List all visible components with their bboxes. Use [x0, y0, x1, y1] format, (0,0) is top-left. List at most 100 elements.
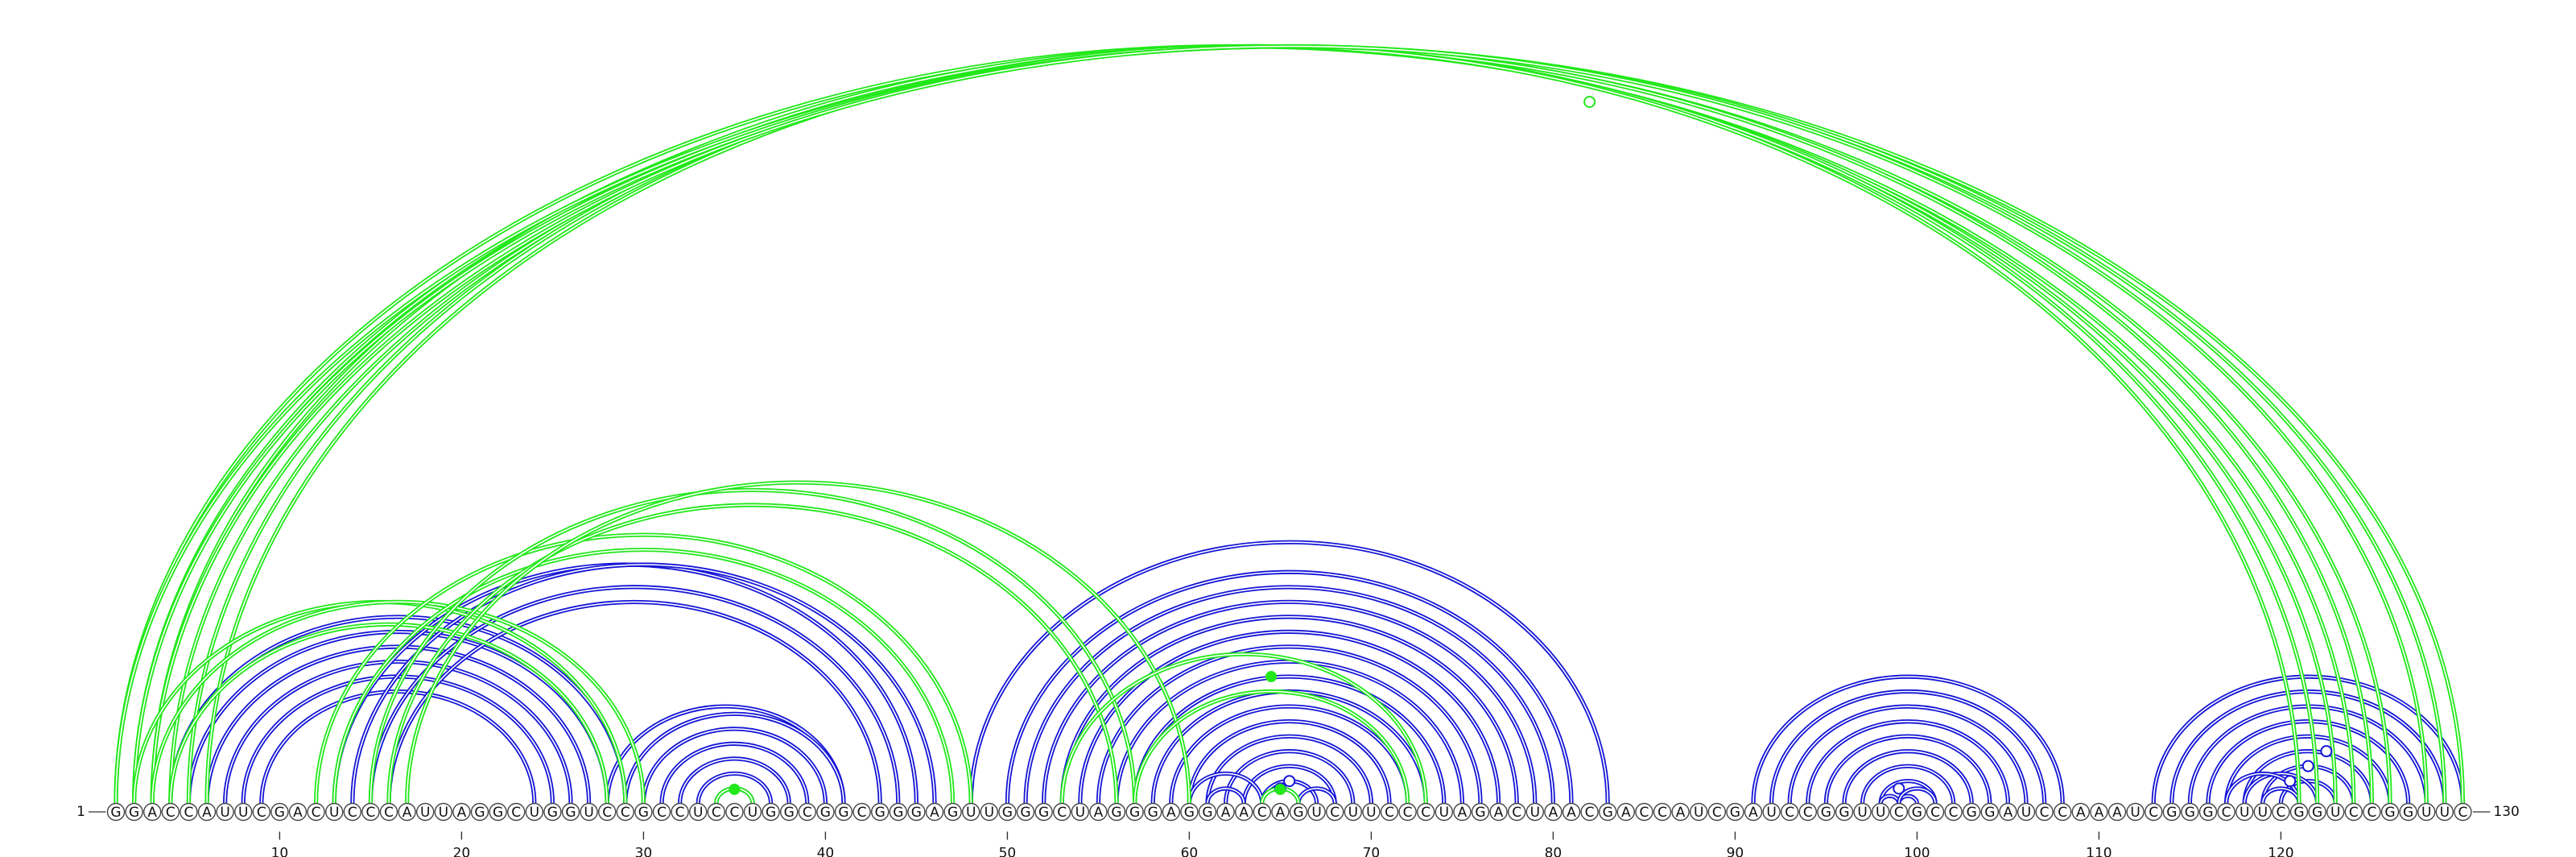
open-marker-4 [2301, 760, 2314, 772]
svg-text:C: C [2149, 805, 2158, 821]
svg-text:G: G [875, 805, 886, 821]
blue-arc-118-122 [2242, 771, 2320, 804]
nucleotide-120: C [2272, 802, 2290, 822]
blue-arc-98-99 [1878, 793, 1901, 804]
nucleotide-102: C [1944, 802, 1963, 822]
svg-text:C: C [1803, 805, 1813, 821]
blue-arc-94-105 [1806, 719, 2010, 804]
nucleotide-113: C [2144, 802, 2163, 822]
nucleotide-28: C [598, 802, 617, 822]
nucleotide-87: A [1671, 802, 1690, 822]
svg-text:C: C [1257, 805, 1267, 821]
svg-text:A: A [1221, 805, 1231, 821]
svg-text:G: G [1129, 805, 1140, 821]
svg-text:C: C [2349, 805, 2359, 821]
svg-text:A: A [2112, 805, 2122, 821]
svg-text:U: U [2258, 805, 2268, 821]
nucleotide-40: G [816, 802, 835, 822]
svg-text:G: G [2312, 805, 2322, 821]
svg-text:C: C [712, 805, 721, 821]
nucleotide-29: C [616, 802, 634, 822]
blue-arc-113-130 [2151, 674, 2465, 804]
svg-text:A: A [1166, 805, 1176, 821]
blue-arc-61-63 [1205, 786, 1246, 804]
svg-text:U: U [2330, 805, 2340, 821]
nucleotide-62: A [1216, 802, 1235, 822]
svg-text:G: G [474, 805, 485, 821]
svg-text:120: 120 [2268, 846, 2293, 857]
pseudoknot-markers [729, 95, 2333, 795]
green-arc-12-48 [314, 532, 973, 804]
blue-arc-97-102 [1860, 764, 1956, 804]
nucleotide-101: C [1926, 802, 1945, 822]
nucleotide-71: C [1380, 802, 1399, 822]
svg-text:U: U [1075, 805, 1085, 821]
nucleotide-119: U [2253, 802, 2273, 822]
svg-text:C: C [184, 805, 193, 821]
nucleotide-56: G [1107, 802, 1126, 822]
svg-text:C: C [1930, 805, 1940, 821]
svg-text:G: G [1293, 805, 1303, 821]
svg-text:100: 100 [1904, 846, 1930, 857]
nucleotide-130: C [2454, 802, 2472, 822]
blue-arc-52-79 [1042, 599, 1538, 804]
blue-arc-62-69 [1224, 749, 1356, 804]
svg-text:U: U [1348, 805, 1358, 821]
nucleotide-117: C [2217, 802, 2235, 822]
svg-text:G: G [129, 805, 139, 821]
nucleotide-126: G [2380, 802, 2400, 822]
nucleotide-79: U [1525, 802, 1545, 822]
nucleotide-48: U [961, 802, 980, 822]
svg-text:U: U [1530, 805, 1540, 821]
nucleotide-49: U [980, 802, 999, 822]
nucleotide-80: A [1544, 802, 1563, 822]
blue-arc-50-81 [1005, 569, 1574, 804]
nucleotide-38: G [780, 802, 799, 822]
nucleotide-104: G [1980, 802, 2000, 822]
blue-arc-32-38 [678, 756, 791, 804]
svg-text:U: U [1766, 805, 1776, 821]
svg-text:C: C [657, 805, 667, 821]
blue-arc-7-26 [223, 659, 573, 804]
nucleotide-22: G [489, 802, 507, 822]
nucleotide-118: U [2235, 802, 2254, 822]
blue-arc-114-129 [2169, 689, 2447, 804]
svg-text:G: G [547, 805, 558, 821]
svg-text:G: G [1202, 805, 1212, 821]
svg-text:A: A [1494, 805, 1504, 821]
svg-text:C: C [1512, 805, 1521, 821]
nucleotide-82: C [1580, 802, 1599, 822]
nucleotide-39: C [798, 802, 816, 822]
nucleotide-108: C [2053, 802, 2072, 822]
nucleotide-112: U [2126, 802, 2145, 822]
nucleotide-45: G [907, 802, 926, 822]
svg-text:C: C [2222, 805, 2231, 821]
svg-text:U: U [220, 805, 229, 821]
nucleotide-66: G [1289, 802, 1308, 822]
svg-text:C: C [348, 805, 357, 821]
svg-text:C: C [1403, 805, 1413, 821]
nucleotide-13: U [325, 802, 344, 822]
nucleotide-127: G [2399, 802, 2417, 822]
nucleotide-94: C [1798, 802, 1818, 822]
nucleotide-12: C [307, 802, 325, 822]
svg-text:U: U [329, 805, 339, 821]
svg-text:90: 90 [1727, 846, 1744, 857]
tick-20: 20 [453, 831, 470, 857]
svg-text:G: G [1148, 805, 1158, 821]
svg-text:C: C [1639, 805, 1649, 821]
open-marker-6 [1893, 782, 1905, 795]
svg-text:C: C [1894, 805, 1904, 821]
green-arc-1-124 [114, 43, 2356, 804]
nucleotide-73: C [1416, 802, 1435, 822]
svg-text:40: 40 [817, 846, 835, 857]
svg-text:A: A [1676, 805, 1686, 821]
svg-text:G: G [1603, 805, 1613, 821]
nucleotide-121: G [2289, 802, 2309, 822]
nucleotide-93: C [1780, 802, 1799, 822]
nucleotide-115: G [2181, 802, 2199, 822]
svg-text:U: U [1311, 805, 1321, 821]
svg-text:C: C [1421, 805, 1430, 821]
svg-text:U: U [966, 805, 976, 821]
